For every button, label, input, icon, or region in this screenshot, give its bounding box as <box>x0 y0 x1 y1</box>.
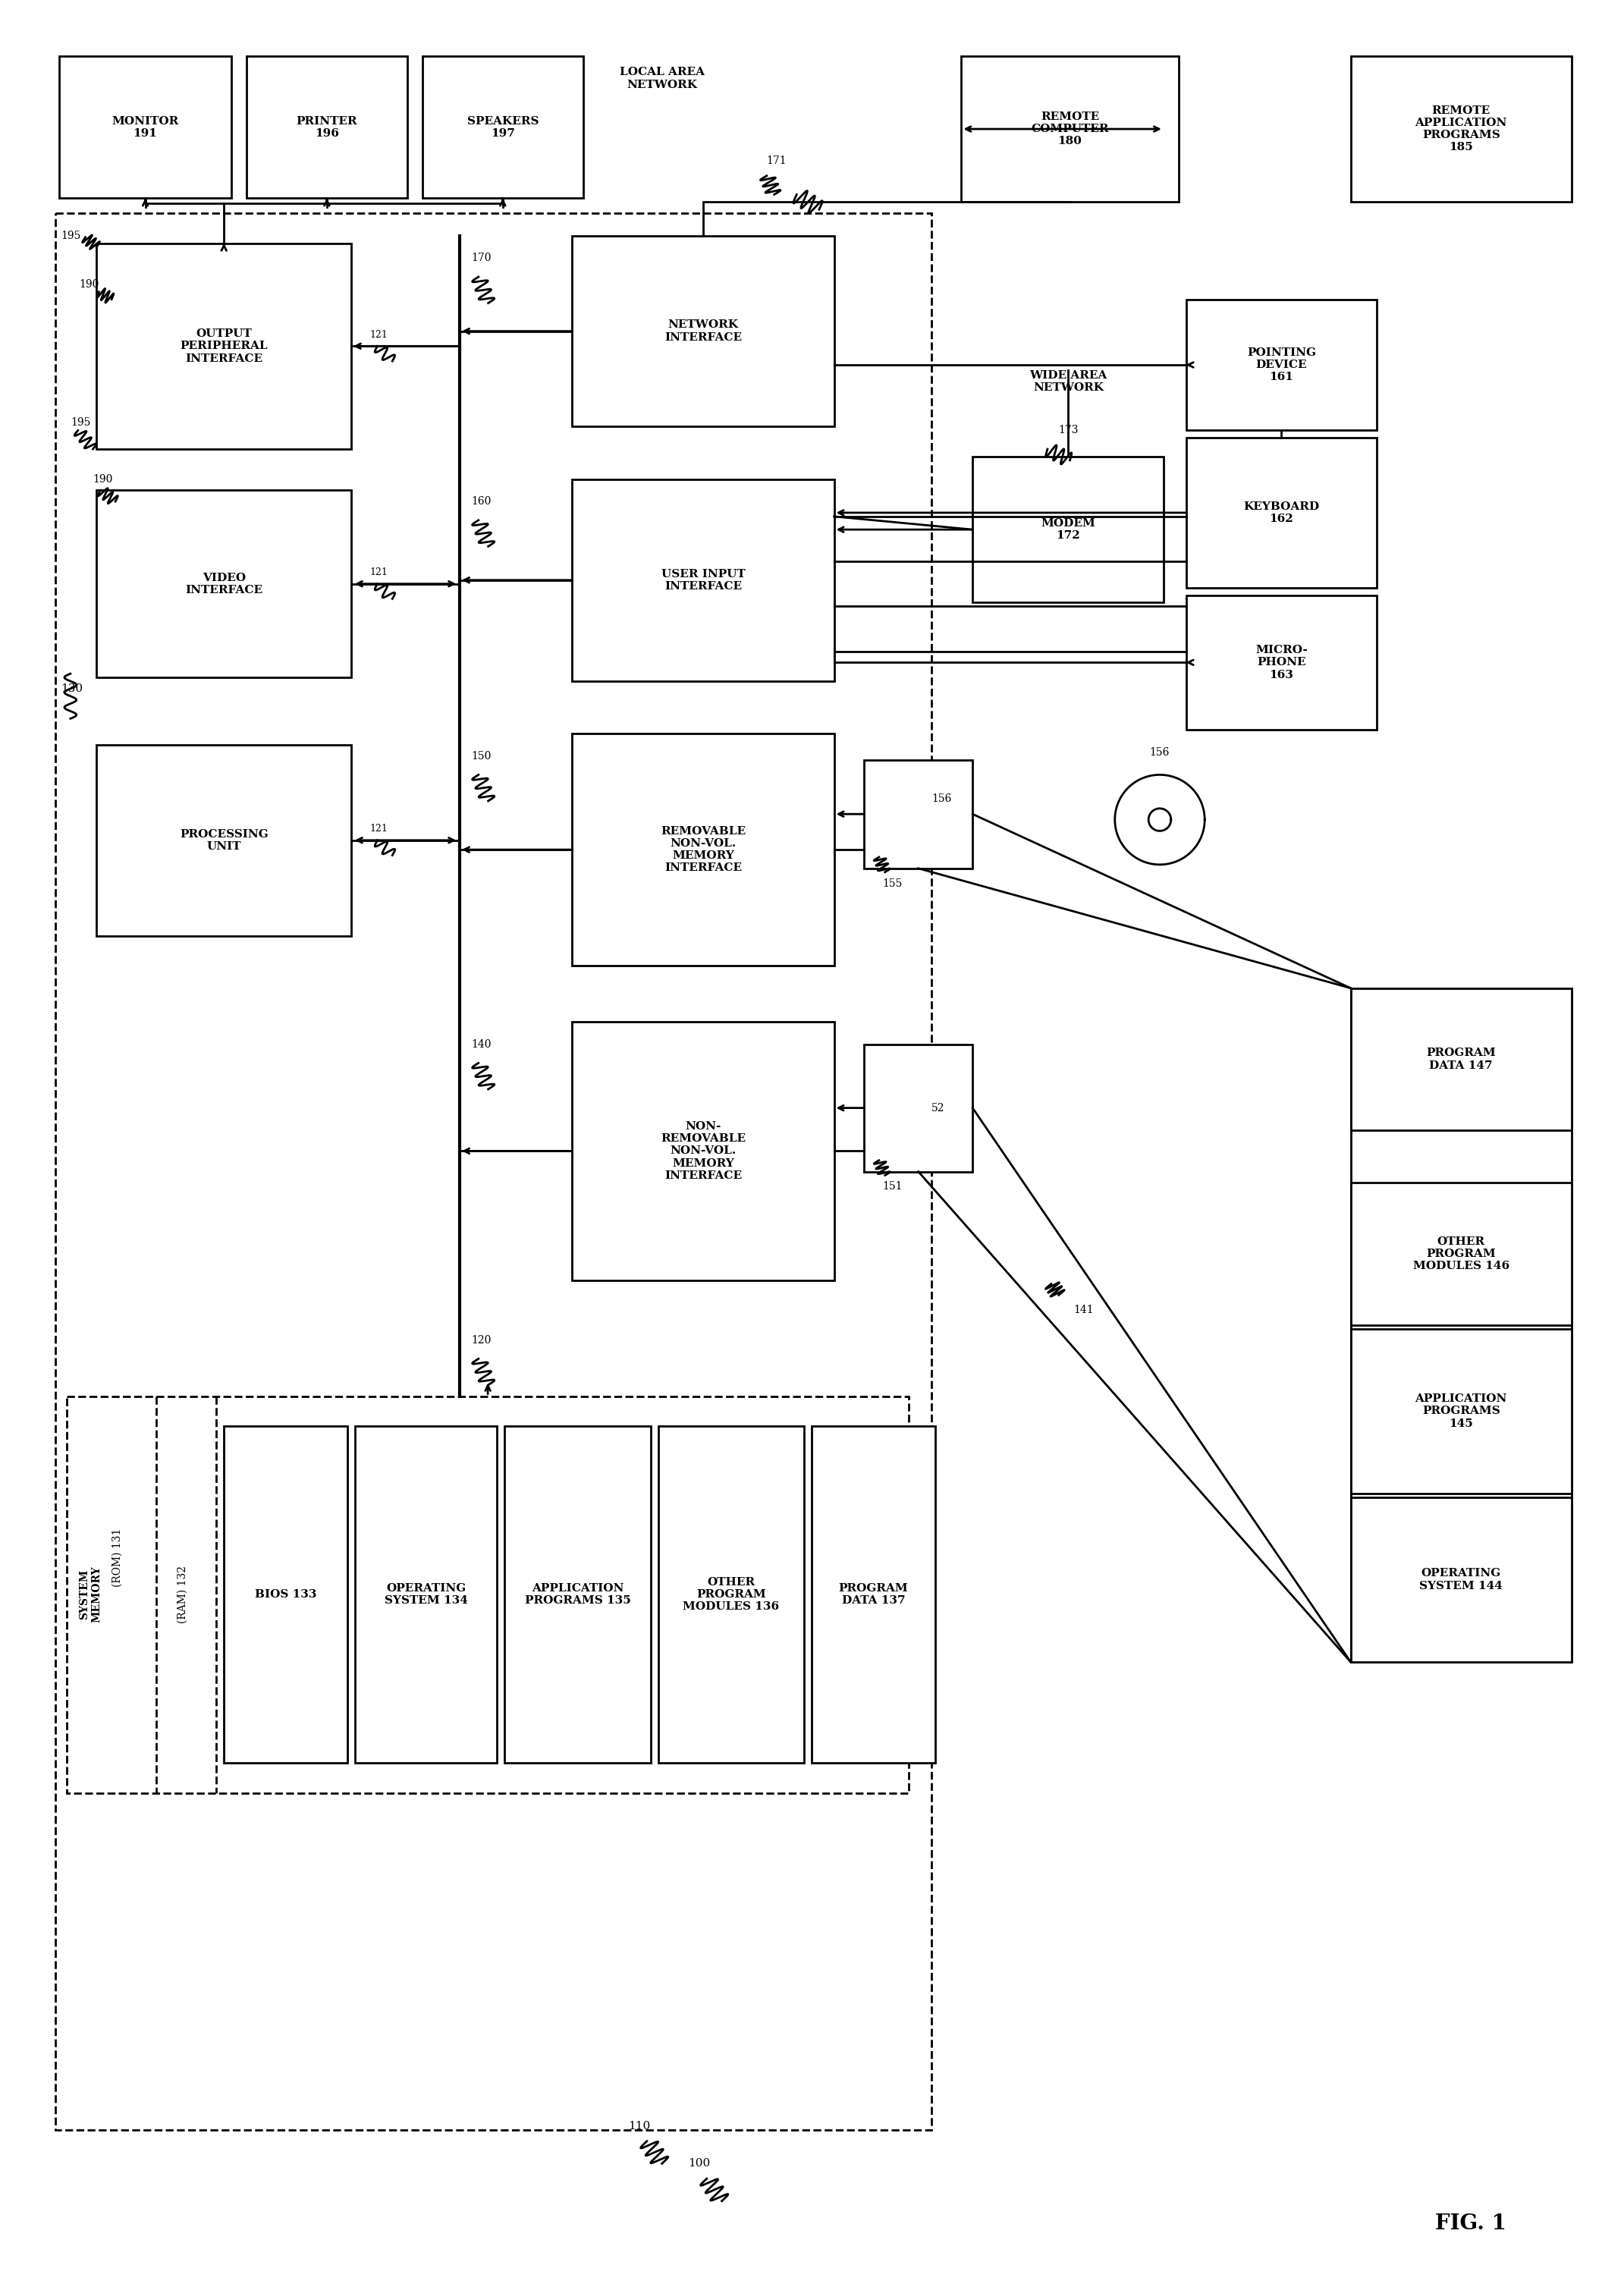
Text: 121: 121 <box>370 329 388 341</box>
Text: (RAM) 132: (RAM) 132 <box>177 1567 188 1624</box>
Text: 155: 155 <box>883 878 903 890</box>
Bar <box>97 489 351 677</box>
Text: 150: 150 <box>471 750 490 762</box>
Text: REMOTE
COMPUTER
180: REMOTE COMPUTER 180 <box>1031 112 1109 146</box>
Bar <box>97 242 351 448</box>
Text: 140: 140 <box>471 1038 490 1050</box>
Text: 190: 190 <box>93 473 114 485</box>
Text: OTHER
PROGRAM
MODULES 146: OTHER PROGRAM MODULES 146 <box>1413 1237 1509 1272</box>
Text: 170: 170 <box>471 254 490 263</box>
Text: NETWORK
INTERFACE: NETWORK INTERFACE <box>664 320 742 343</box>
Text: 171: 171 <box>767 156 788 167</box>
Text: 160: 160 <box>471 496 490 508</box>
Text: KEYBOARD
162: KEYBOARD 162 <box>1244 501 1319 524</box>
Text: SPEAKERS
197: SPEAKERS 197 <box>468 117 539 140</box>
Text: 121: 121 <box>370 567 388 579</box>
Text: 156: 156 <box>932 794 952 805</box>
Text: NON-
REMOVABLE
NON-VOL.
MEMORY
INTERFACE: NON- REMOVABLE NON-VOL. MEMORY INTERFACE <box>661 1121 745 1180</box>
Bar <box>812 1427 935 1763</box>
Text: 110: 110 <box>628 2120 651 2131</box>
Bar <box>864 1045 973 1171</box>
Text: REMOVABLE
NON-VOL.
MEMORY
INTERFACE: REMOVABLE NON-VOL. MEMORY INTERFACE <box>661 826 745 874</box>
Text: SYSTEM
MEMORY: SYSTEM MEMORY <box>80 1567 102 1624</box>
Text: OPERATING
SYSTEM 144: OPERATING SYSTEM 144 <box>1419 1569 1502 1592</box>
Text: 141: 141 <box>1073 1306 1095 1315</box>
Text: WIDE AREA
NETWORK: WIDE AREA NETWORK <box>1030 370 1108 393</box>
Text: VIDEO
INTERFACE: VIDEO INTERFACE <box>185 572 263 595</box>
Bar <box>572 1022 835 1281</box>
Bar <box>58 55 231 199</box>
Bar <box>973 457 1163 601</box>
Text: 130: 130 <box>60 684 83 693</box>
Text: 52: 52 <box>932 1102 945 1114</box>
Text: 121: 121 <box>370 823 388 835</box>
Text: PROGRAM
DATA 137: PROGRAM DATA 137 <box>838 1583 908 1605</box>
Bar <box>1351 55 1572 201</box>
Bar <box>247 55 408 199</box>
Bar <box>572 236 835 428</box>
Text: USER INPUT
INTERFACE: USER INPUT INTERFACE <box>661 569 745 592</box>
Text: 195: 195 <box>60 231 81 240</box>
Text: OTHER
PROGRAM
MODULES 136: OTHER PROGRAM MODULES 136 <box>684 1578 780 1612</box>
Text: MODEM
172: MODEM 172 <box>1041 519 1095 542</box>
Bar <box>864 759 973 869</box>
Bar <box>422 55 583 199</box>
Bar <box>97 746 351 935</box>
Text: MICRO-
PHONE
163: MICRO- PHONE 163 <box>1255 645 1307 679</box>
Bar <box>1351 988 1572 1130</box>
Bar <box>67 1395 909 1793</box>
Bar <box>1351 1498 1572 1663</box>
Text: 156: 156 <box>1150 748 1169 757</box>
Text: 100: 100 <box>689 2159 710 2168</box>
Bar <box>658 1427 804 1763</box>
Bar <box>1351 988 1572 1663</box>
Text: PRINTER
196: PRINTER 196 <box>296 117 357 140</box>
Text: 173: 173 <box>1059 425 1078 437</box>
Text: FIG. 1: FIG. 1 <box>1436 2214 1505 2234</box>
Text: OUTPUT
PERIPHERAL
INTERFACE: OUTPUT PERIPHERAL INTERFACE <box>180 329 268 364</box>
Text: APPLICATION
PROGRAMS 135: APPLICATION PROGRAMS 135 <box>525 1583 630 1605</box>
Text: OPERATING
SYSTEM 134: OPERATING SYSTEM 134 <box>385 1583 468 1605</box>
Text: BIOS 133: BIOS 133 <box>255 1589 317 1601</box>
Text: LOCAL AREA
NETWORK: LOCAL AREA NETWORK <box>619 66 705 89</box>
Bar <box>572 734 835 965</box>
Bar <box>55 213 932 2129</box>
Bar <box>1186 300 1377 430</box>
Bar <box>1186 595 1377 730</box>
Text: 120: 120 <box>471 1336 490 1345</box>
Bar <box>224 1427 348 1763</box>
Text: REMOTE
APPLICATION
PROGRAMS
185: REMOTE APPLICATION PROGRAMS 185 <box>1415 105 1507 153</box>
Bar <box>505 1427 651 1763</box>
Bar <box>356 1427 497 1763</box>
Text: 151: 151 <box>883 1182 903 1192</box>
Bar <box>1351 1182 1572 1324</box>
Bar <box>1351 1329 1572 1493</box>
Text: MONITOR
191: MONITOR 191 <box>112 117 179 140</box>
Bar <box>1186 437 1377 588</box>
Bar <box>961 55 1179 201</box>
Text: PROCESSING
UNIT: PROCESSING UNIT <box>180 828 268 851</box>
Text: 195: 195 <box>70 419 91 428</box>
Text: (ROM) 131: (ROM) 131 <box>112 1528 123 1587</box>
Bar <box>572 478 835 682</box>
Text: APPLICATION
PROGRAMS
145: APPLICATION PROGRAMS 145 <box>1415 1393 1507 1429</box>
Text: PROGRAM
DATA 147: PROGRAM DATA 147 <box>1426 1047 1496 1070</box>
Text: POINTING
DEVICE
161: POINTING DEVICE 161 <box>1247 348 1315 382</box>
Text: 190: 190 <box>80 279 99 290</box>
